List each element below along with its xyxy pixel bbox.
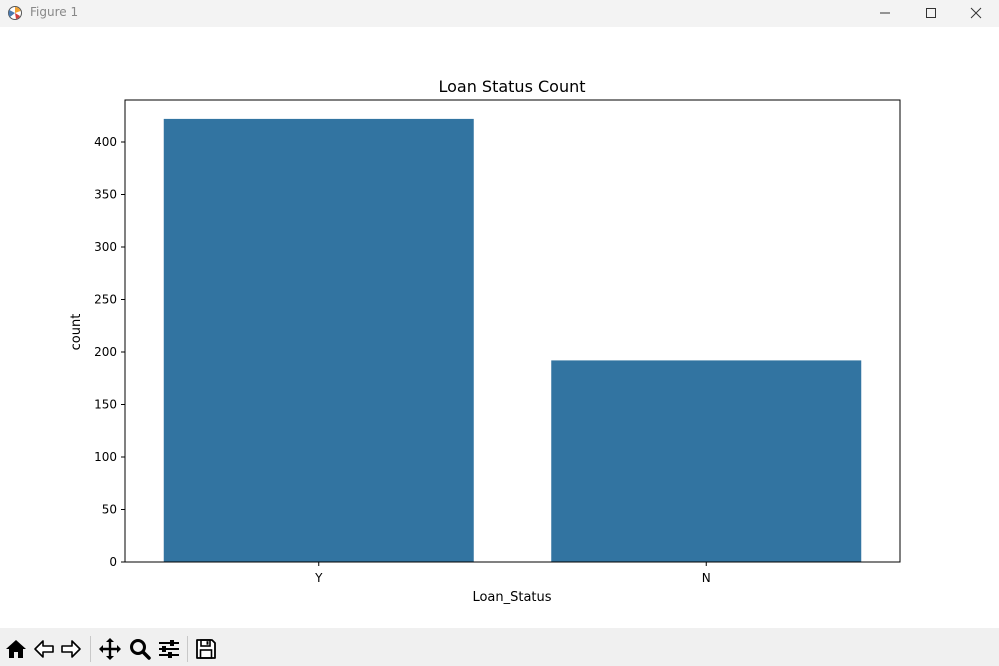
x-tick-label: Y (314, 571, 323, 585)
y-tick-label: 150 (94, 398, 117, 412)
figure-canvas: Loan Status Count 0 50 100 150 200 250 300 350 4… (0, 27, 999, 628)
figure-app-icon (8, 6, 22, 20)
y-tick-label: 50 (102, 503, 117, 517)
configure-subplots-icon (159, 640, 179, 658)
forward-button[interactable] (59, 637, 83, 661)
back-icon (34, 640, 54, 658)
y-tick-label: 200 (94, 345, 117, 359)
x-tick-label: N (702, 571, 711, 585)
bar-N (551, 360, 862, 562)
y-tick-label: 100 (94, 450, 117, 464)
window-titlebar: Figure 1 (0, 0, 999, 27)
chart-title: Loan Status Count (438, 77, 585, 96)
pan-icon (99, 638, 121, 660)
maximize-button[interactable] (908, 0, 954, 27)
save-button[interactable] (194, 637, 218, 661)
close-button[interactable] (953, 0, 999, 27)
y-tick-label: 250 (94, 293, 117, 307)
forward-icon (61, 640, 81, 658)
pan-button[interactable] (98, 637, 122, 661)
toolbar-separator (90, 636, 91, 662)
configure-subplots-button[interactable] (157, 637, 181, 661)
maximize-icon (926, 8, 936, 18)
plot-area-frame (124, 99, 901, 563)
y-tick-label: 300 (94, 240, 117, 254)
y-tick-label: 0 (109, 555, 117, 569)
minimize-button[interactable] (862, 0, 908, 27)
minimize-icon (880, 12, 890, 14)
x-axis-label: Loan_Status (472, 590, 551, 605)
save-icon (196, 639, 216, 659)
y-tick-label: 400 (94, 135, 117, 149)
home-button[interactable] (4, 637, 28, 661)
navigation-toolbar (0, 628, 999, 666)
y-tick-label: 350 (94, 188, 117, 202)
bar-chart: Loan Status Count 0 50 100 150 200 250 300 350 4… (69, 77, 901, 605)
y-axis-label: count (69, 314, 84, 351)
back-button[interactable] (32, 637, 56, 661)
bar-Y (163, 118, 474, 563)
close-icon (970, 7, 982, 19)
toolbar-separator (187, 636, 188, 662)
zoom-icon (130, 639, 151, 660)
home-icon (6, 640, 26, 658)
zoom-button[interactable] (128, 637, 152, 661)
window-title: Figure 1 (30, 5, 79, 19)
